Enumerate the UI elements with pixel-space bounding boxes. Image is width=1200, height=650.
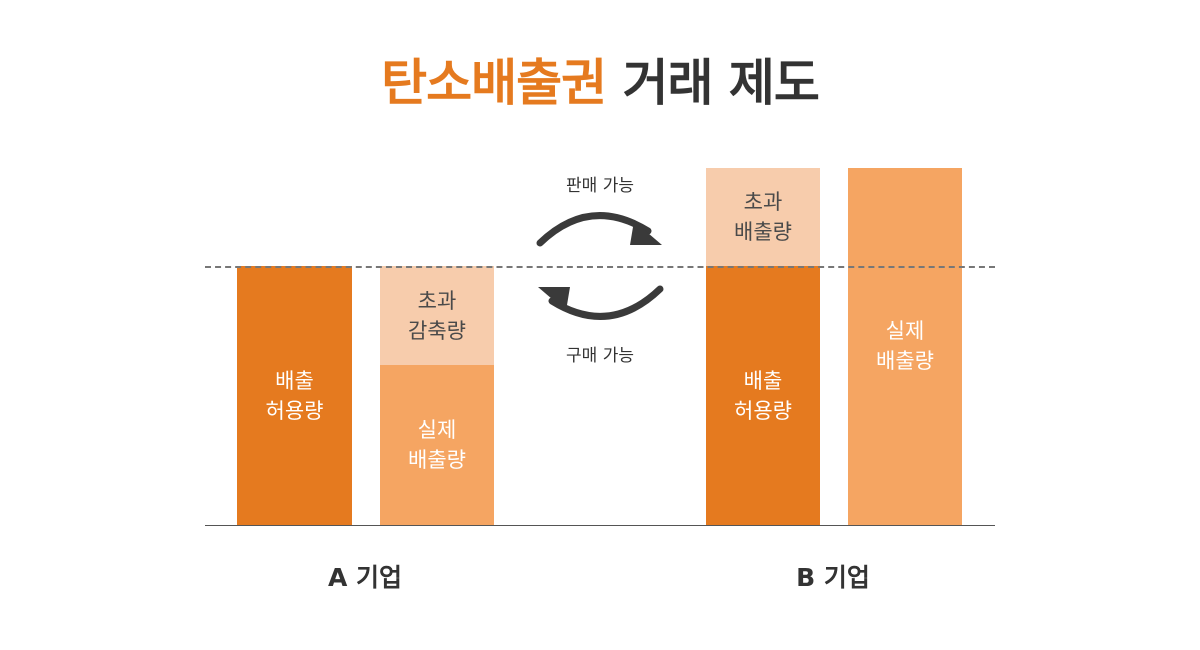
allowance-dashed-line	[205, 266, 995, 268]
company-b-actual-label-line1: 실제	[885, 319, 925, 343]
company-a-actual-bar: 실제 배출량	[380, 365, 494, 525]
company-a-excess-reduction-bar: 초과 감축량	[380, 266, 494, 365]
company-b-allowance-bar: 배출 허용량	[706, 266, 820, 525]
company-b-excess-emission-label-line2: 배출량	[734, 220, 792, 244]
baseline	[205, 525, 995, 526]
page-title: 탄소배출권 거래 제도	[0, 48, 1200, 118]
company-b-actual-bar: 실제 배출량	[848, 168, 962, 525]
company-a-actual-label-line2: 배출량	[408, 448, 466, 472]
company-a-allowance-label-line1: 배출	[275, 368, 314, 393]
company-a-allowance-label-line2: 허용량	[265, 398, 324, 423]
sell-arrow-icon	[536, 212, 662, 247]
company-b-excess-emission-label-line1: 초과	[743, 190, 783, 214]
trade-arrows	[536, 212, 664, 320]
company-a-excess-reduction-label-line1: 초과	[417, 288, 457, 313]
title-rest: 거래 제도	[622, 54, 820, 112]
company-a-excess-reduction-label-line2: 감축량	[408, 318, 466, 343]
buy-available-label: 구매 가능	[566, 346, 634, 366]
company-b-label: B 기업	[796, 563, 870, 592]
company-b-excess-emission-bar: 초과 배출량	[706, 168, 820, 266]
company-a-allowance-bar: 배출 허용량	[237, 266, 352, 525]
company-b-actual-label-line2: 배출량	[876, 349, 934, 373]
company-a-label: A 기업	[327, 563, 403, 592]
company-a-actual-label-line1: 실제	[417, 418, 457, 442]
company-b-allowance-label-line2: 허용량	[734, 398, 792, 423]
buy-arrow-icon	[538, 285, 664, 320]
sell-available-label: 판매 가능	[566, 176, 634, 196]
title-accent: 탄소배출권	[381, 54, 607, 112]
company-b-allowance-label-line1: 배출	[743, 368, 783, 393]
